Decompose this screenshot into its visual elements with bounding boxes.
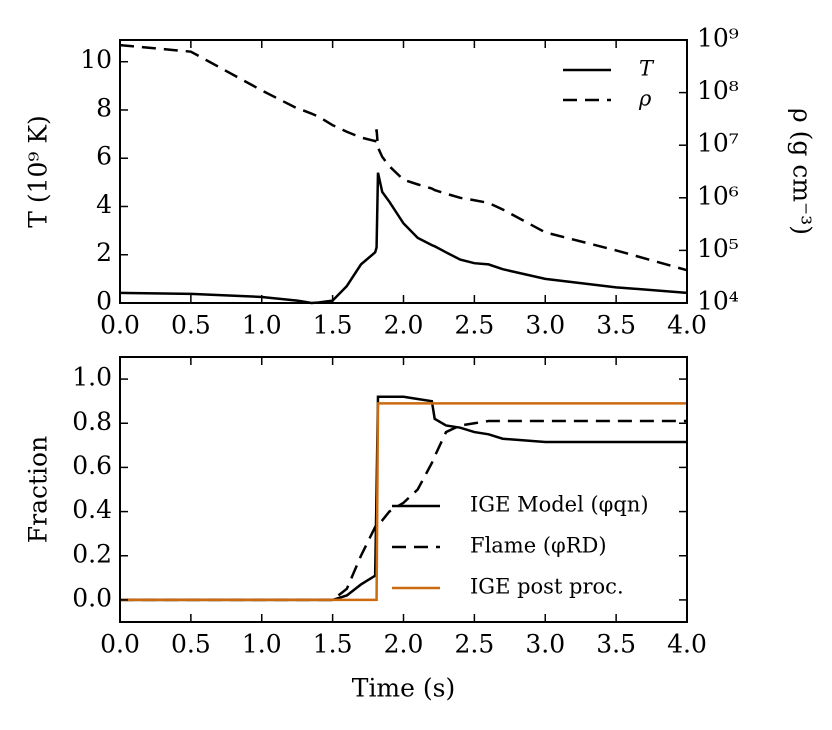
x-tick-label: 3.5 — [596, 630, 636, 659]
y-tick-label: 0 — [96, 287, 112, 316]
x-tick-label: 2.5 — [454, 630, 494, 659]
y-tick-label: 0.0 — [72, 583, 112, 612]
data-line — [120, 402, 687, 602]
y2-tick-label: 10⁷ — [697, 129, 739, 158]
y2-tick-label: 10⁹ — [697, 24, 739, 53]
x-tick-label: 1.5 — [313, 630, 353, 659]
x-tick-label: 1.0 — [242, 630, 282, 659]
legend-label: ρ — [638, 87, 652, 111]
x-tick-label: 0.0 — [100, 630, 140, 659]
y2-tick-label: 10⁴ — [697, 287, 739, 316]
legend: Tρ — [563, 57, 655, 111]
y2-axis-label: ρ (g cm⁻³) — [788, 108, 817, 235]
y-tick-label: 4 — [96, 190, 112, 219]
y-tick-label: 0.4 — [72, 495, 112, 524]
y-tick-label: 8 — [96, 93, 112, 122]
y-tick-label: 0.2 — [72, 539, 112, 568]
data-line — [119, 172, 688, 305]
x-tick-label: 3.0 — [525, 311, 565, 340]
x-tick-label: 4.0 — [667, 311, 707, 340]
x-tick-label: 3.0 — [525, 630, 565, 659]
y-axis-label: Fraction — [24, 436, 53, 543]
y-tick-label: 2 — [96, 238, 112, 267]
x-tick-label: 0.0 — [100, 311, 140, 340]
legend-label: IGE post proc. — [470, 575, 624, 599]
x-tick-label: 3.5 — [596, 311, 636, 340]
legend-label: T — [639, 57, 655, 81]
x-tick-label: 2.0 — [384, 630, 424, 659]
data-line — [119, 43, 688, 272]
legend-label: IGE Model (φqn) — [470, 493, 649, 517]
legend: IGE Model (φqn) Flame (φRD) IGE post proc. — [392, 493, 649, 599]
y-tick-label: 0.6 — [72, 451, 112, 480]
y2-tick-label: 10⁵ — [697, 234, 739, 263]
legend-label: Flame (φRD) — [470, 534, 607, 558]
x-tick-label: 0.5 — [171, 630, 211, 659]
x-tick-label: 4.0 — [667, 630, 707, 659]
y2-tick-label: 10⁸ — [697, 76, 739, 105]
x-tick-label: 1.5 — [313, 311, 353, 340]
y2-tick-label: 10⁶ — [697, 181, 739, 210]
y-tick-label: 6 — [96, 142, 112, 171]
x-tick-label: 2.0 — [384, 311, 424, 340]
x-tick-label: 1.0 — [242, 311, 282, 340]
y-tick-label: 0.8 — [72, 407, 112, 436]
y-tick-label: 10 — [80, 45, 112, 74]
y-axis-label: T (10⁹ K) — [24, 115, 53, 228]
x-tick-label: 0.5 — [171, 311, 211, 340]
y-tick-label: 1.0 — [72, 363, 112, 392]
x-axis-label: Time (s) — [352, 674, 455, 703]
x-tick-label: 2.5 — [454, 311, 494, 340]
axes-frame — [119, 39, 688, 304]
